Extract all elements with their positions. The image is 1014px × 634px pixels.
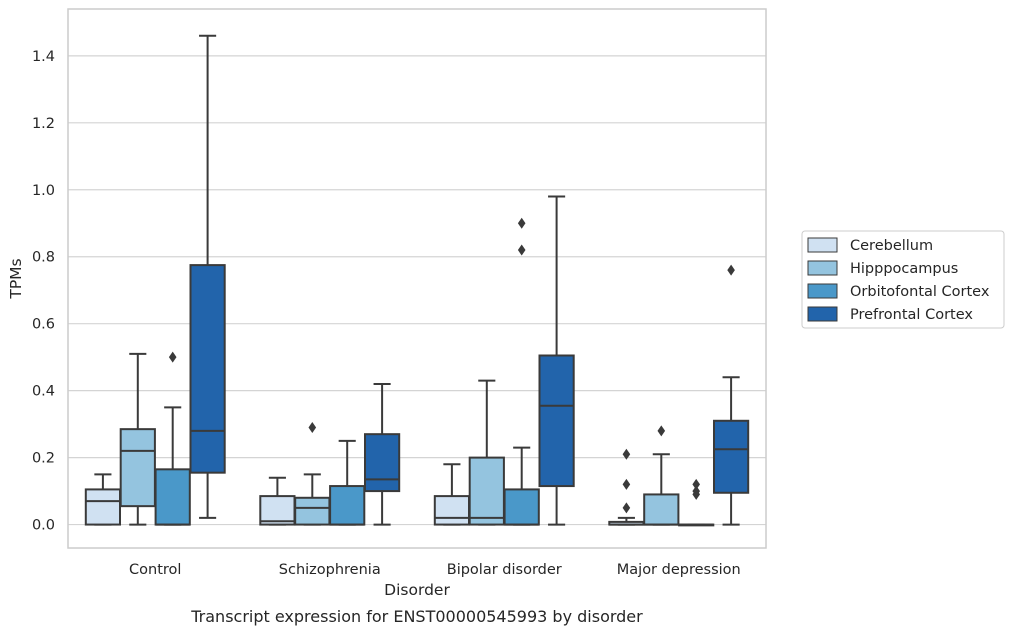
box-2-3 (538, 195, 575, 526)
y-tick-label: 1.0 (32, 183, 55, 199)
outlier-marker (622, 502, 631, 514)
box-body (119, 428, 156, 508)
x-tick-label: Bipolar disorder (447, 562, 562, 578)
x-axis-label: Disorder (384, 581, 450, 599)
box-0-3 (189, 34, 226, 519)
box-0-1 (119, 352, 156, 526)
box-body (503, 488, 540, 526)
outlier-marker (727, 264, 735, 276)
box-body (84, 488, 122, 526)
outlier-marker (517, 217, 526, 229)
legend-swatch (807, 237, 838, 253)
y-tick-labels: 0.0 0.2 0.4 0.6 0.8 1.0 1.2 1.4 (32, 49, 55, 534)
box-0-2 (154, 351, 191, 526)
outlier-marker (622, 478, 631, 490)
chart-caption: Transcript expression for ENST0000054599… (190, 607, 643, 626)
box-body (433, 495, 471, 526)
outlier-marker (308, 421, 317, 433)
grid-lines (68, 55, 766, 526)
legend-swatch (807, 283, 838, 299)
y-tick-label: 0.4 (32, 384, 55, 400)
y-axis-label: TPMs (7, 258, 25, 299)
y-tick-label: 0.2 (32, 451, 55, 467)
box-body (538, 354, 575, 488)
box-3-0 (608, 448, 645, 526)
outlier-marker (622, 448, 631, 460)
x-tick-label: Schizophrenia (279, 562, 381, 578)
legend-label: Orbitofontal Cortex (850, 284, 990, 300)
outlier-marker (692, 485, 700, 497)
legend-frame (801, 230, 1005, 329)
y-tick-label: 0.0 (32, 518, 55, 534)
legend-swatch (807, 306, 838, 322)
box-1-2 (329, 439, 366, 526)
x-tick-label: Major depression (617, 562, 741, 578)
box-2-0 (433, 463, 471, 526)
box-body (154, 468, 191, 526)
legend-label: Cerebellum (850, 238, 933, 254)
x-tick-label: Control (129, 562, 181, 578)
outlier-marker (517, 244, 526, 256)
y-tick-label: 1.4 (32, 49, 55, 65)
box-1-0 (259, 476, 296, 526)
box-1-3 (363, 382, 401, 526)
box-body (643, 493, 680, 526)
box-body (712, 419, 750, 494)
outlier-marker (692, 478, 700, 490)
box-body (329, 485, 366, 526)
legend-label: Hipppocampus (850, 261, 958, 277)
box-body (259, 495, 296, 526)
legend-label: Prefrontal Cortex (850, 307, 973, 323)
boxes (84, 34, 750, 527)
y-tick-label: 0.6 (32, 317, 55, 333)
y-tick-label: 1.2 (32, 116, 55, 132)
legend: Cerebellum Hipppocampus Orbitofontal Corte… (801, 230, 1005, 329)
outlier-marker (168, 351, 177, 363)
box-body (189, 264, 226, 474)
x-tick-labels: Control Schizophrenia Bipolar disorder Majo… (129, 562, 741, 578)
box-0-0 (84, 473, 122, 526)
box-3-3 (712, 264, 750, 526)
legend-items: Cerebellum Hipppocampus Orbitofontal Corte… (807, 237, 990, 323)
box-body (294, 496, 331, 526)
legend-swatch (807, 260, 838, 276)
box-2-2 (503, 217, 540, 526)
plot-frame (67, 8, 767, 549)
box-body (468, 456, 505, 526)
box-2-1 (468, 379, 505, 526)
box-3-2 (678, 478, 715, 527)
box-3-1 (643, 425, 680, 526)
box-body (363, 433, 401, 493)
outlier-marker (657, 425, 666, 437)
y-tick-label: 0.8 (32, 250, 55, 266)
box-1-1 (294, 421, 331, 526)
